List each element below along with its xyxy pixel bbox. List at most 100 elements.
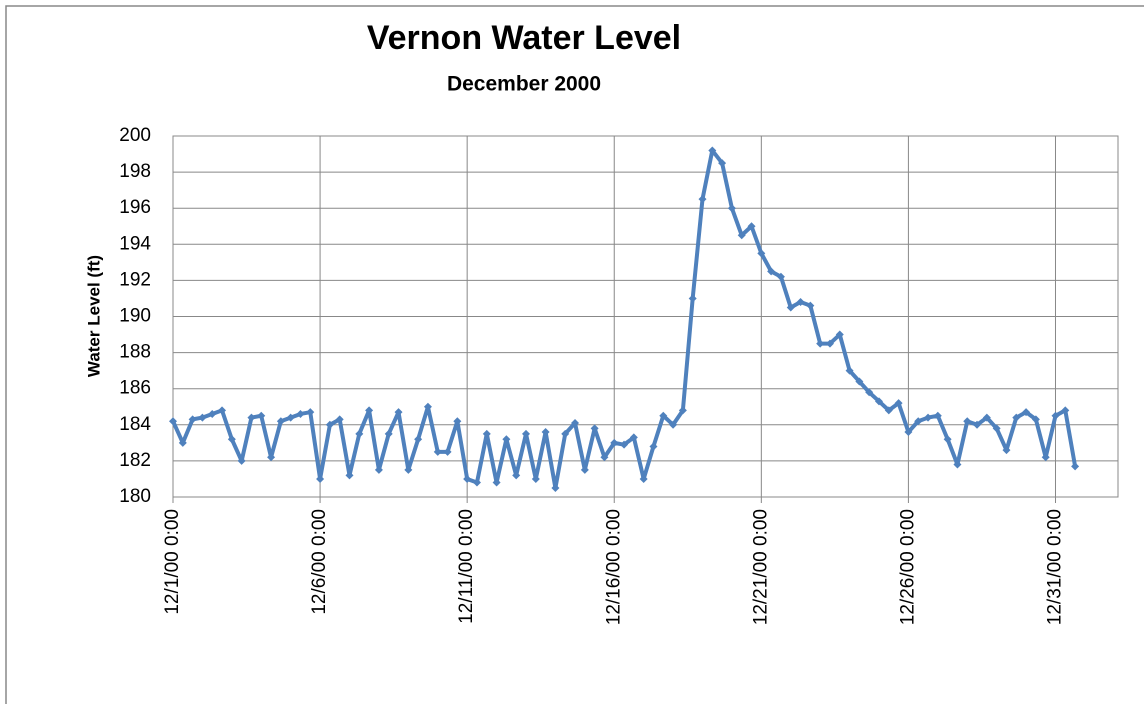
data-point [737, 231, 746, 240]
data-point [276, 417, 285, 426]
data-point [884, 406, 893, 415]
x-tick-label: 12/6/00 0:00 [309, 509, 330, 615]
data-point [708, 146, 717, 155]
y-tick-label: 192 [119, 269, 151, 290]
data-point [492, 478, 501, 487]
y-tick-label: 182 [119, 450, 151, 471]
data-point [561, 429, 570, 438]
data-point [267, 453, 276, 462]
data-point [306, 408, 315, 417]
data-point [914, 417, 923, 426]
data-point [365, 406, 374, 415]
data-point [521, 429, 530, 438]
data-point [374, 465, 383, 474]
y-tick-label: 180 [119, 486, 151, 507]
data-point [1051, 411, 1060, 420]
data-point [541, 428, 550, 437]
data-point [1031, 415, 1040, 424]
data-point [933, 411, 942, 420]
data-point [1022, 408, 1031, 417]
data-point [982, 413, 991, 422]
data-point [874, 397, 883, 406]
data-point [620, 440, 629, 449]
data-point [169, 417, 177, 426]
data-point [776, 272, 785, 281]
data-point [688, 294, 697, 303]
data-point [600, 453, 609, 462]
data-point [816, 339, 825, 348]
data-point [355, 429, 364, 438]
x-tick-label: 12/26/00 0:00 [897, 509, 918, 625]
y-tick-label: 188 [119, 342, 151, 363]
data-point [835, 330, 844, 339]
y-tick-label: 196 [119, 197, 151, 218]
y-tick-label: 190 [119, 306, 151, 327]
data-point [502, 435, 511, 444]
data-point [806, 301, 815, 310]
data-point [767, 267, 776, 276]
x-tick-label: 12/1/00 0:00 [162, 509, 183, 615]
data-point [423, 402, 432, 411]
data-point [1012, 413, 1021, 422]
data-point [472, 478, 481, 487]
data-point [286, 413, 295, 422]
data-point [1002, 446, 1011, 455]
chart-title: Vernon Water Level [367, 19, 681, 57]
data-point [718, 159, 727, 168]
data-point [247, 413, 256, 422]
data-point [512, 471, 521, 480]
data-point [414, 435, 423, 444]
x-tick-label: 12/11/00 0:00 [456, 509, 477, 624]
x-tick-label: 12/21/00 0:00 [750, 509, 771, 625]
data-point [757, 249, 766, 258]
data-point [443, 447, 452, 456]
data-point [1041, 453, 1050, 462]
data-point [904, 428, 913, 437]
data-point [796, 298, 805, 307]
data-point [825, 339, 834, 348]
data-point [698, 195, 707, 204]
y-tick-label: 184 [119, 414, 151, 435]
data-point [551, 483, 560, 492]
data-point [571, 418, 580, 427]
data-point [463, 474, 472, 483]
data-point [786, 303, 795, 312]
data-point [208, 409, 217, 418]
data-point [335, 415, 344, 424]
y-tick-label: 198 [119, 161, 151, 182]
chart-border [5, 5, 1144, 704]
data-point [296, 409, 305, 418]
data-point [325, 420, 334, 429]
data-point [747, 222, 756, 231]
y-axis-label: Water Level (ft) [84, 255, 103, 377]
data-point [404, 465, 413, 474]
data-point [855, 377, 864, 386]
data-point [316, 474, 325, 483]
data-point [218, 406, 227, 415]
data-point [394, 408, 403, 417]
data-point [629, 433, 638, 442]
data-point [669, 420, 678, 429]
data-point [257, 411, 266, 420]
data-point [924, 413, 933, 422]
data-point [953, 460, 962, 469]
data-point [973, 420, 982, 429]
data-point [963, 417, 972, 426]
data-point [482, 429, 491, 438]
y-tick-label: 186 [119, 378, 151, 399]
data-point [198, 413, 207, 422]
x-tick-label: 12/31/00 0:00 [1045, 509, 1066, 625]
data-point [227, 435, 236, 444]
data-point [433, 447, 442, 456]
data-point [992, 424, 1001, 433]
data-point [678, 406, 687, 415]
data-point [659, 411, 668, 420]
data-point [590, 424, 599, 433]
data-point [345, 471, 354, 480]
data-point [943, 435, 952, 444]
data-point [1071, 462, 1080, 471]
data-point [580, 465, 589, 474]
data-point [531, 474, 540, 483]
data-point [237, 456, 246, 465]
